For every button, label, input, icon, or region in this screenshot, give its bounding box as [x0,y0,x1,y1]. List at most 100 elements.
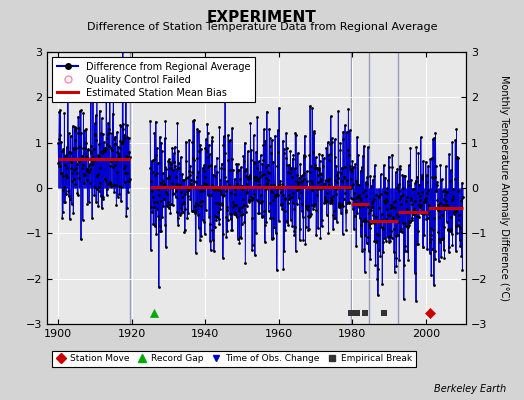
Point [251,160,259,166]
Point [365,219,373,225]
Point [315,170,324,176]
Point [169,191,178,197]
Point [342,208,350,215]
Point [74,158,83,164]
Point [91,132,99,138]
Point [204,192,212,198]
Point [311,201,319,208]
Point [69,123,77,129]
Point [430,134,439,141]
Point [272,192,280,199]
Point [185,172,194,178]
Point [296,161,304,167]
Text: Berkeley Earth: Berkeley Earth [433,384,506,394]
Point [371,262,379,268]
Point [264,169,272,176]
Point [229,199,237,205]
Point [93,152,102,159]
Point [333,172,341,178]
Point [378,211,386,218]
Point [84,162,93,169]
Point [72,125,81,132]
Point [411,198,420,204]
Point [256,169,264,176]
Point [396,163,404,169]
Point [156,198,165,204]
Point [60,110,69,116]
Point [279,138,287,144]
Point [371,219,379,225]
Point [122,213,130,219]
Point [321,194,330,200]
Point [97,205,106,211]
Point [157,140,166,146]
Point [382,237,390,244]
Point [328,200,336,206]
Point [89,79,97,86]
Point [393,185,401,192]
Point [424,210,432,216]
Point [439,202,447,208]
Point [62,174,71,180]
Point [125,149,134,155]
Point [270,194,279,201]
Point [117,140,126,146]
Point [103,185,112,192]
Point [210,187,219,193]
Point [174,148,182,154]
Point [323,198,331,204]
Point [188,208,196,214]
Point [56,162,64,169]
Point [351,213,359,219]
Point [310,129,318,136]
Point [194,212,202,218]
Point [389,198,398,205]
Point [250,158,259,165]
Point [413,240,421,247]
Point [115,150,123,157]
Point [340,175,348,182]
Point [446,227,454,234]
Point [209,186,217,192]
Point [323,190,331,196]
Point [119,120,127,127]
Point [267,150,276,156]
Point [71,124,79,130]
Point [238,210,247,217]
Point [238,204,246,210]
Point [385,164,394,170]
Point [293,172,301,178]
Point [211,172,220,179]
Point [423,172,431,178]
Point [86,143,95,149]
Point [286,195,294,202]
Point [403,224,412,230]
Point [202,180,211,187]
Point [236,212,245,218]
Point [390,269,399,275]
Point [122,134,130,140]
Point [77,236,85,242]
Point [237,164,245,171]
Point [221,174,229,181]
Point [343,177,352,183]
Point [286,148,294,154]
Point [417,202,425,208]
Point [299,152,308,158]
Point [295,186,303,192]
Point [90,120,99,126]
Point [257,200,265,206]
Point [227,155,236,162]
Point [425,239,434,245]
Point [436,200,444,206]
Point [301,153,309,159]
Point [104,131,112,138]
Point [263,180,271,187]
Point [408,201,416,208]
Point [274,149,282,156]
Point [70,176,79,183]
Point [287,217,295,224]
Point [81,145,89,152]
Point [312,165,320,171]
Point [125,134,133,141]
